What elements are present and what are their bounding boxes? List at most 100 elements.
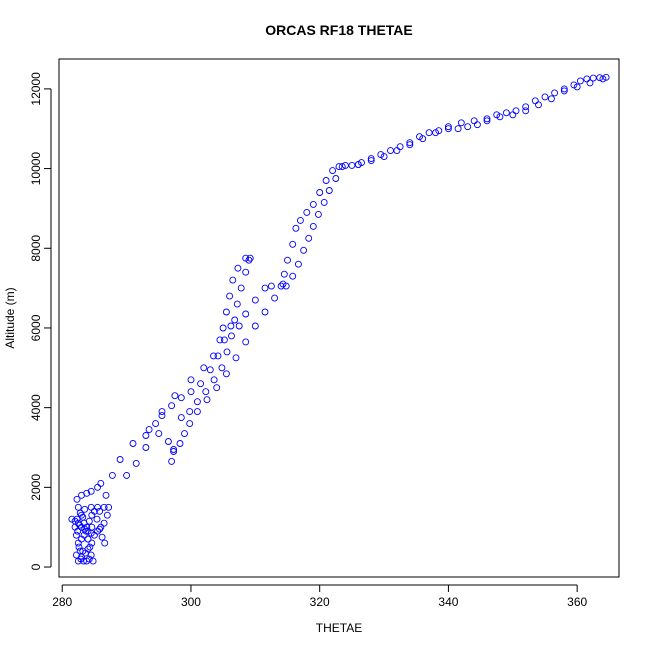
data-point [338, 163, 346, 171]
x-tick-label: 300 [181, 595, 201, 609]
data-point [193, 408, 201, 416]
data-point [87, 487, 95, 495]
data-point [132, 459, 140, 467]
data-point [547, 95, 555, 103]
data-point [316, 189, 324, 196]
data-point [535, 101, 542, 109]
data-point [186, 408, 194, 416]
data-point [406, 141, 414, 149]
data-point [305, 234, 313, 242]
data-point [242, 310, 250, 318]
data-point [108, 471, 116, 479]
data-point [329, 167, 337, 175]
data-point [325, 187, 333, 194]
data-point [309, 222, 317, 230]
data-point [164, 438, 172, 445]
data-point [512, 107, 520, 115]
data-point [197, 380, 205, 388]
data-point [551, 89, 559, 97]
data-point [396, 143, 404, 151]
data-point [367, 157, 375, 165]
data-point [289, 272, 297, 280]
data-point [79, 513, 87, 521]
data-point [78, 511, 85, 519]
data-point [277, 282, 285, 290]
data-point [85, 517, 93, 525]
data-point [152, 420, 160, 428]
data-point [444, 123, 452, 131]
x-tick-label: 280 [52, 595, 72, 609]
data-point [171, 392, 179, 400]
data-point [522, 103, 530, 111]
data-point [76, 521, 84, 529]
data-point [541, 93, 549, 101]
data-point [158, 412, 166, 420]
data-point [599, 75, 607, 83]
data-point [425, 129, 433, 137]
data-point [387, 147, 394, 155]
data-point [83, 523, 91, 531]
data-point [380, 153, 388, 161]
data-point [81, 549, 89, 557]
y-tick-label: 6000 [29, 314, 43, 341]
data-point [213, 384, 221, 392]
data-point [129, 440, 137, 447]
data-point [100, 503, 108, 511]
data-point [84, 535, 92, 543]
data-point [187, 376, 195, 384]
data-point [96, 507, 104, 515]
data-point [89, 557, 97, 565]
data-point [341, 161, 349, 169]
data-point [170, 448, 178, 455]
y-tick-label: 8000 [29, 235, 43, 262]
data-point [74, 503, 82, 511]
x-tick-label: 320 [310, 595, 330, 609]
data-point [444, 125, 452, 133]
data-point [90, 507, 98, 515]
data-point [354, 161, 362, 169]
data-point [502, 109, 510, 117]
data-point [602, 73, 610, 81]
data-point [210, 352, 217, 360]
data-point [367, 155, 375, 163]
data-point [116, 456, 124, 463]
data-point [393, 147, 401, 155]
y-tick-label: 0 [29, 563, 43, 570]
data-point [88, 539, 96, 547]
data-point [232, 354, 240, 362]
data-point [573, 83, 581, 91]
data-point [214, 352, 222, 360]
data-point [320, 198, 328, 206]
data-point [100, 519, 108, 527]
data-point [335, 163, 343, 171]
y-tick-label: 12000 [29, 72, 43, 106]
data-point [223, 348, 231, 356]
data-point [314, 210, 322, 218]
data-point [303, 208, 311, 216]
data-point [181, 430, 188, 438]
data-point [473, 121, 481, 129]
chart-title: ORCAS RF18 THETAE [265, 22, 413, 38]
data-point [289, 240, 297, 248]
y-tick-label: 2000 [29, 474, 43, 501]
data-point [101, 539, 109, 547]
data-point [282, 282, 290, 290]
data-point [86, 543, 94, 551]
data-point [496, 113, 504, 121]
data-point [219, 324, 227, 332]
data-point [98, 533, 106, 541]
data-point [229, 276, 237, 284]
data-point [97, 479, 105, 487]
y-axis-label: Altitude (m) [3, 287, 17, 348]
y-axis: 0 2000 4000 6000 8000 10000 12000 [29, 72, 52, 570]
data-point [142, 444, 150, 451]
data-point [231, 316, 239, 324]
data-point [96, 525, 104, 533]
data-point [186, 420, 194, 428]
data-point [220, 336, 228, 344]
data-point [73, 495, 81, 503]
data-point [202, 388, 210, 396]
y-tick-label: 4000 [29, 394, 43, 421]
data-point [235, 322, 243, 330]
